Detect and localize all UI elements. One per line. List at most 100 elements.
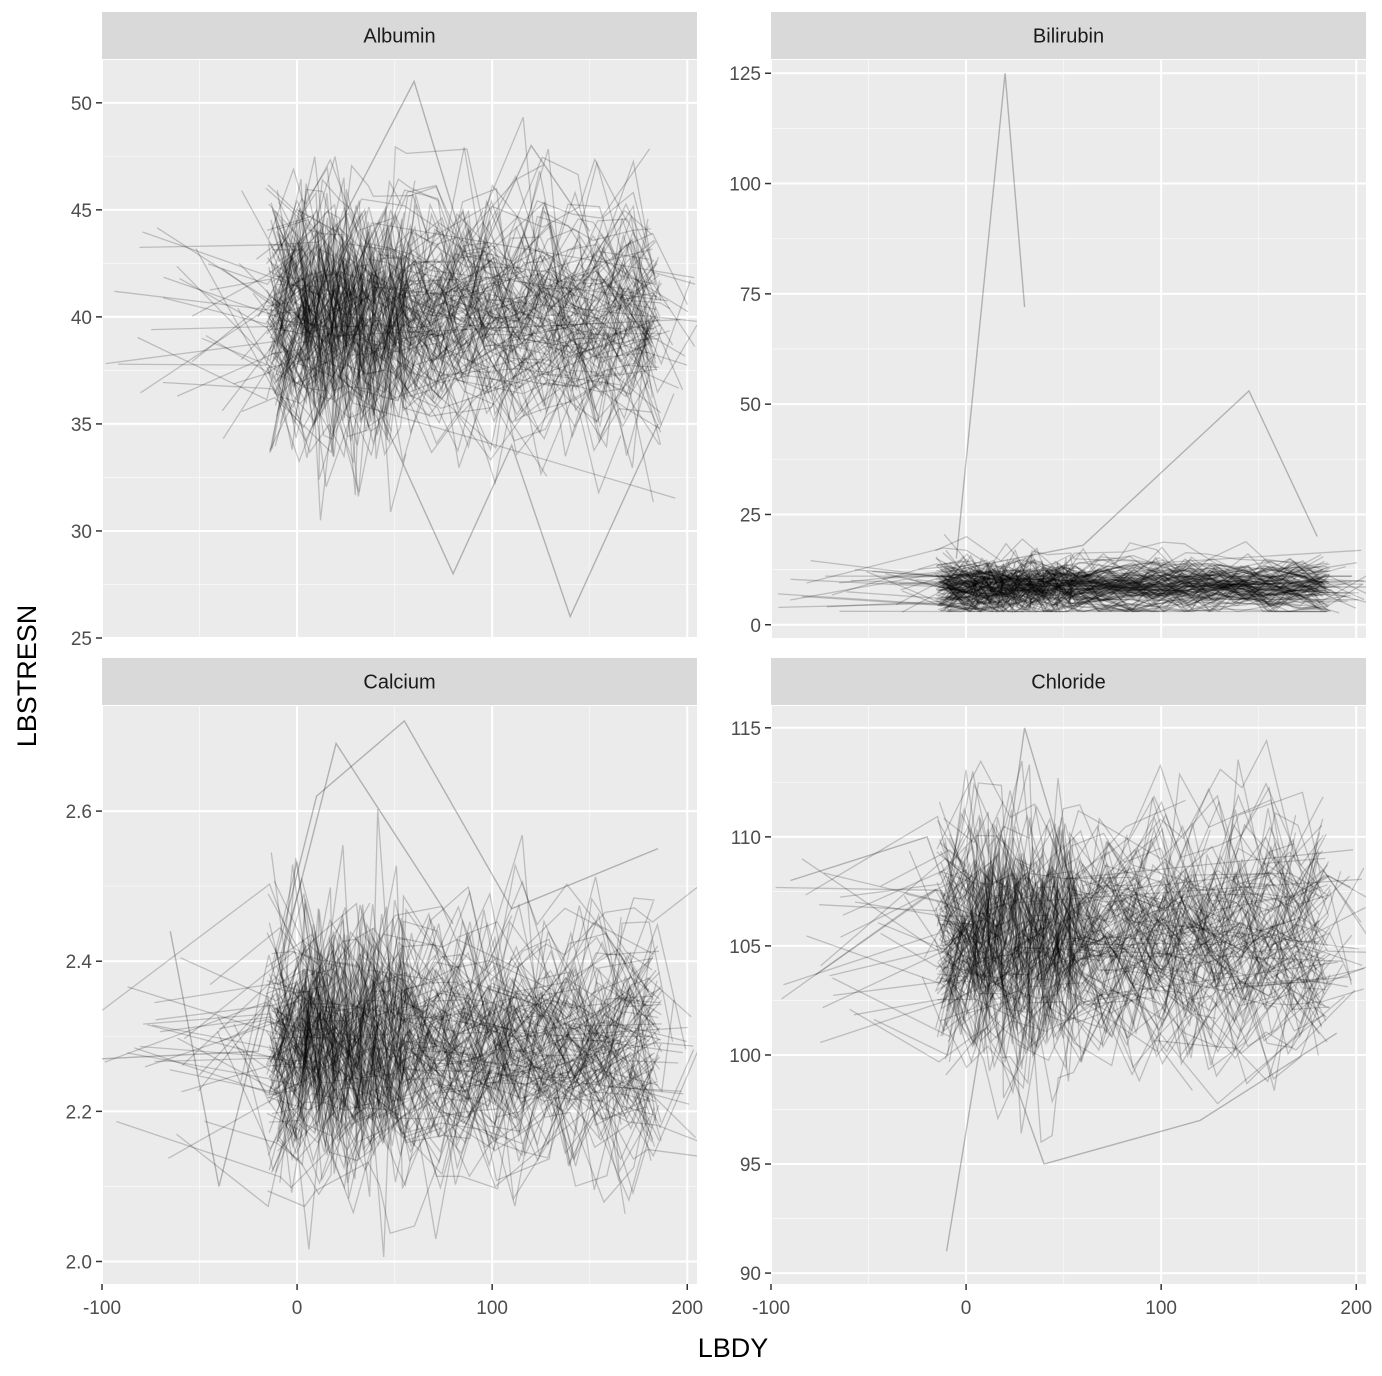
subject-series-line: [266, 934, 355, 1067]
subject-series-line: [147, 924, 520, 1109]
subject-series-line: [278, 1022, 620, 1240]
subject-series-line: [269, 185, 662, 390]
subject-series-line: [279, 202, 653, 342]
subject-series-line: [946, 558, 1330, 596]
x-tick-label: -100: [752, 1298, 790, 1319]
subject-series-line: [890, 555, 1293, 596]
subject-series-line: [240, 275, 654, 422]
subject-series-line: [946, 834, 1366, 991]
subject-series-line: [268, 898, 334, 1050]
subject-series-line: [947, 571, 1003, 584]
facet-panel-chloride: Chloride 90 95 100 105 110 115 -100 0 100 200: [729, 658, 1372, 1319]
subject-series-line: [278, 217, 659, 419]
subject-series-line: [942, 567, 1327, 603]
subject-series-line: [940, 567, 1290, 599]
subject-series-line: [272, 974, 332, 1005]
subject-series-line: [810, 558, 1324, 600]
subject-series-line: [271, 219, 351, 330]
subject-series-line: [180, 902, 371, 1002]
subject-series-line: [949, 589, 1012, 613]
subject-series-line: [271, 289, 674, 441]
subject-series-line: [268, 317, 675, 446]
series-lines: [775, 727, 1366, 1252]
subject-series-line: [882, 557, 1296, 580]
subject-series-line: [267, 212, 654, 398]
subject-series-line: [102, 741, 454, 1060]
subject-series-line: [207, 210, 488, 418]
subject-series-line: [276, 223, 484, 367]
subject-series-line: [849, 961, 1338, 1063]
subject-series-line: [276, 994, 650, 1111]
subject-series-line: [942, 919, 1343, 1049]
subject-series-line: [267, 253, 656, 409]
gridlines: [102, 706, 697, 1284]
subject-series-line: [236, 984, 659, 1131]
subject-series-line: [169, 1006, 697, 1139]
subject-series-line: [941, 823, 1031, 943]
subject-series-line: [936, 913, 1326, 1049]
subject-series-line: [944, 961, 1136, 1069]
subject-series-line: [801, 569, 1329, 613]
subject-series-line: [280, 921, 623, 1136]
subject-series-line: [949, 558, 1188, 599]
subject-series-line: [198, 992, 348, 1099]
subject-series-line: [790, 569, 1293, 601]
subject-series-line: [940, 573, 1317, 610]
subject-series-line: [279, 982, 622, 1183]
subject-series-line: [274, 911, 624, 1065]
subject-series-line: [935, 559, 1330, 594]
subject-series-line: [267, 224, 663, 360]
subject-series-line: [939, 845, 1319, 949]
subject-series-line: [945, 900, 1326, 1032]
subject-series-line: [160, 1006, 602, 1107]
subject-series-line: [949, 795, 1319, 956]
subject-series-line: [939, 787, 1275, 947]
subject-series-line: [271, 953, 675, 1093]
subject-series-line: [941, 884, 1363, 1008]
subject-series-line: [127, 1036, 404, 1123]
subject-series-line: [268, 1008, 387, 1096]
subject-series-line: [948, 556, 1324, 598]
subject-series-line: [279, 242, 655, 408]
subject-series-line: [280, 922, 687, 1134]
y-tick-label: 95: [740, 1155, 761, 1176]
subject-series-line: [271, 998, 405, 1165]
subject-series-line: [195, 221, 626, 398]
subject-series-line: [233, 325, 542, 443]
subject-series-line: [941, 954, 1320, 1035]
subject-series-line: [936, 892, 1344, 1056]
subject-series-line: [901, 571, 1366, 613]
subject-series-line: [280, 254, 655, 416]
subject-series-line: [775, 778, 1319, 961]
subject-series-line: [948, 943, 1298, 1062]
subject-series-line: [899, 562, 1244, 606]
subject-series-line: [268, 1024, 443, 1142]
subject-series-line: [268, 987, 659, 1189]
subject-series-line: [822, 950, 1026, 1016]
subject-series-line: [277, 967, 653, 1119]
subject-series-line: [944, 868, 989, 978]
subject-series-line: [945, 567, 1317, 598]
subject-series-line: [272, 183, 655, 367]
subject-series-line: [275, 949, 514, 1105]
subject-series-line: [940, 575, 1348, 601]
subject-series-line: [941, 555, 1329, 598]
subject-series-line: [948, 772, 1294, 946]
subject-series-line: [256, 187, 671, 324]
subject-series-line: [942, 924, 1330, 1063]
subject-series-line: [939, 557, 1351, 614]
subject-series-line: [935, 906, 1295, 1036]
subject-series-line: [903, 868, 1329, 1046]
subject-series-line: [942, 570, 1366, 605]
subject-series-line: [270, 284, 657, 407]
subject-series-line: [270, 909, 652, 1184]
subject-series-line: [945, 887, 1353, 1003]
gridlines: [771, 60, 1366, 638]
subject-series-line: [274, 208, 653, 377]
subject-series-line: [277, 944, 661, 1148]
subject-series-line: [829, 922, 1323, 1060]
subject-series-line: [279, 254, 659, 417]
subject-series-line: [267, 983, 651, 1185]
subject-series-line: [819, 900, 1325, 1091]
